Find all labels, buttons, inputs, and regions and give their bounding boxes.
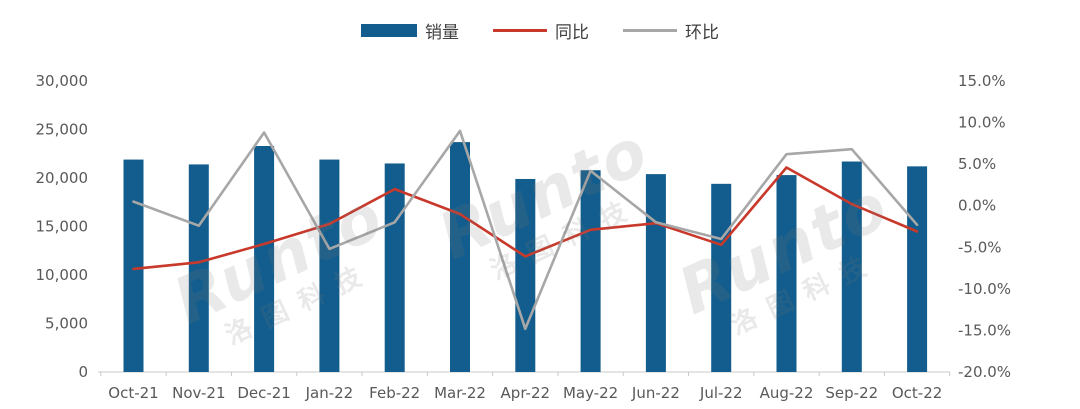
mom-line-swatch (623, 29, 677, 32)
x-axis-category-label: Feb-22 (369, 384, 420, 402)
sales-bar-Feb-22 (384, 163, 405, 372)
legend-label-mom: 环比 (685, 23, 719, 43)
legend-item-sales: 销量 (361, 18, 459, 43)
sales-bar-Oct-21 (123, 159, 144, 372)
right-axis-tick-label: -15.0% (958, 321, 1011, 339)
x-axis-category-label: Apr-22 (501, 384, 551, 402)
left-axis-tick-label: 20,000 (36, 169, 89, 187)
x-axis-category-label: Sep-22 (825, 384, 878, 402)
mom-line (132, 129, 919, 331)
legend-item-mom: 环比 (623, 18, 719, 43)
sales-bar-Apr-22 (515, 178, 536, 372)
sales-bar-Oct-22 (907, 166, 928, 372)
right-axis-tick-label: 10.0% (958, 114, 1006, 132)
left-axis-tick-label: 10,000 (36, 266, 89, 284)
x-axis-category-label: Mar-22 (434, 384, 486, 402)
x-axis-category-label: Oct-21 (108, 384, 158, 402)
x-axis-category-label: Jun-22 (631, 384, 680, 402)
right-axis-tick-label: -10.0% (958, 280, 1011, 298)
legend-label-sales: 销量 (425, 23, 459, 43)
right-axis-tick-label: -5.0% (958, 238, 1002, 256)
left-axis-tick-label: 5,000 (45, 315, 88, 333)
x-axis-category-label: May-22 (563, 384, 618, 402)
left-axis-tick-label: 30,000 (36, 72, 89, 90)
sales-bar-swatch (361, 24, 417, 37)
left-axis-tick-label: 15,000 (36, 218, 89, 236)
sales-bar-Sep-22 (841, 161, 862, 372)
left-axis-tick-label: 25,000 (36, 121, 89, 139)
left-axis-tick-label: 0 (78, 363, 88, 381)
yoy-line (132, 166, 919, 271)
right-axis-tick-label: -20.0% (958, 363, 1011, 381)
sales-bar-Jan-22 (319, 159, 340, 372)
x-axis-category-label: Aug-22 (760, 384, 814, 402)
right-axis-tick-label: 0.0% (958, 197, 996, 215)
right-axis-tick-label: 15.0% (958, 72, 1006, 90)
sales-bar-Jul-22 (711, 183, 732, 372)
yoy-line-swatch (493, 29, 547, 32)
chart-legend: 销量 同比 环比 (0, 18, 1080, 43)
x-axis-category-label: Dec-21 (237, 384, 291, 402)
right-axis-tick-label: 5.0% (958, 155, 996, 173)
sales-bar-Aug-22 (776, 175, 797, 372)
sales-bar-Mar-22 (450, 142, 470, 372)
sales-bar-Dec-21 (254, 145, 275, 372)
sales-bar-May-22 (580, 170, 601, 372)
x-axis-category-label: Jul-22 (699, 384, 743, 402)
legend-label-yoy: 同比 (555, 23, 589, 43)
legend-item-yoy: 同比 (493, 18, 589, 43)
x-axis-category-label: Nov-21 (172, 384, 225, 402)
sales-bar-Jun-22 (645, 174, 666, 372)
x-axis-category-label: Oct-22 (892, 384, 942, 402)
sales-bar-Nov-21 (188, 164, 209, 372)
x-axis-category-label: Jan-22 (305, 384, 354, 402)
